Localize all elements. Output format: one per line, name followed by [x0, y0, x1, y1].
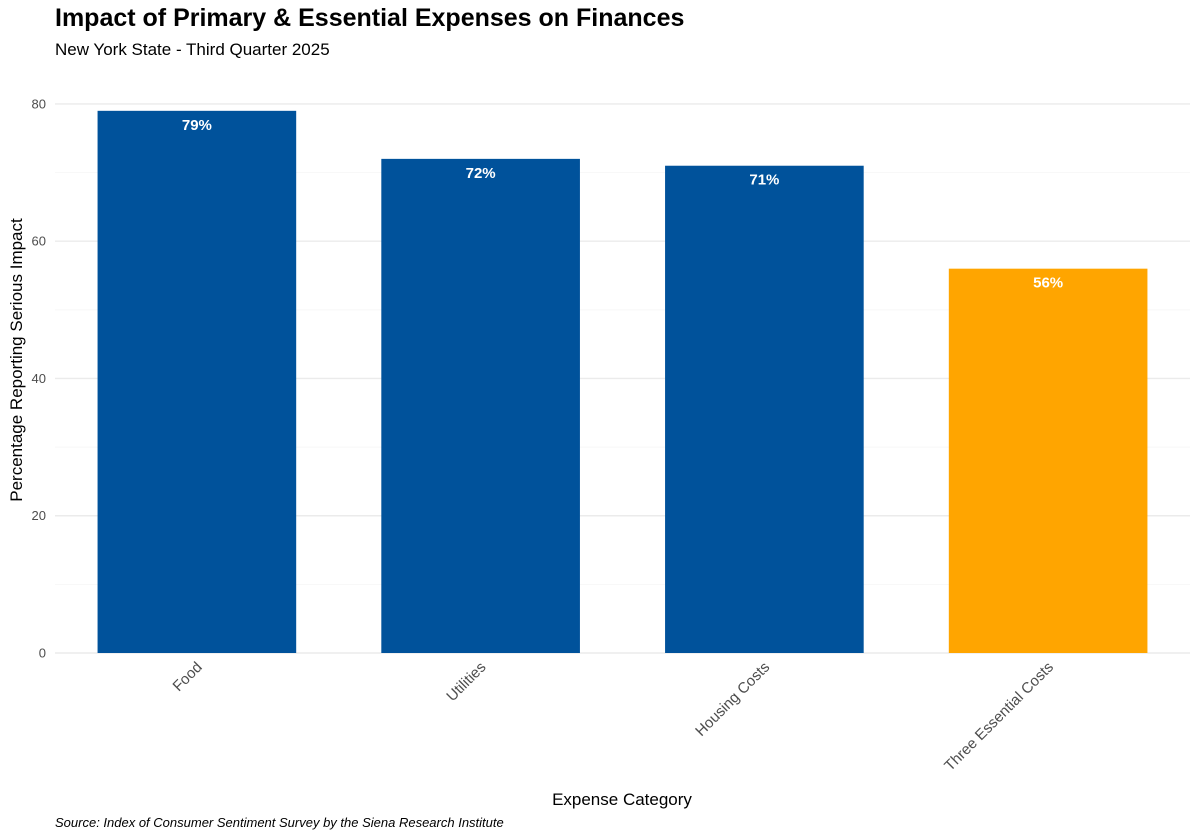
- chart-subtitle: New York State - Third Quarter 2025: [55, 40, 330, 59]
- y-tick-label: 0: [39, 646, 46, 661]
- bar: [381, 158, 580, 653]
- chart-title: Impact of Primary & Essential Expenses o…: [55, 4, 685, 32]
- x-tick-label: Utilities: [443, 659, 489, 705]
- x-axis-ticks: Food Utilities Housing Costs Three Essentia…: [169, 659, 1056, 775]
- y-axis-title: Percentage Reporting Serious Impact: [7, 218, 26, 502]
- x-tick-label: Housing Costs: [692, 659, 773, 740]
- x-tick-label: Three Essential Costs: [941, 659, 1057, 775]
- y-tick-label: 80: [32, 96, 46, 111]
- x-axis-title: Expense Category: [552, 790, 692, 809]
- data-label: 72%: [466, 165, 496, 182]
- data-label: 56%: [1033, 275, 1063, 292]
- x-tick-label: Food: [169, 659, 205, 695]
- source-note: Source: Index of Consumer Sentiment Surv…: [55, 815, 504, 830]
- data-label: 79%: [182, 117, 212, 134]
- bar: [97, 110, 297, 653]
- data-label: 71%: [749, 172, 779, 189]
- bar: [665, 165, 864, 653]
- bars: [97, 110, 1148, 653]
- y-axis-ticks: 0 20 40 60 80: [32, 96, 46, 660]
- y-tick-label: 20: [32, 508, 46, 523]
- data-labels: 79% 72% 71% 56%: [182, 117, 1063, 292]
- bar: [948, 268, 1148, 653]
- y-tick-label: 60: [32, 234, 46, 249]
- y-tick-label: 40: [32, 371, 46, 386]
